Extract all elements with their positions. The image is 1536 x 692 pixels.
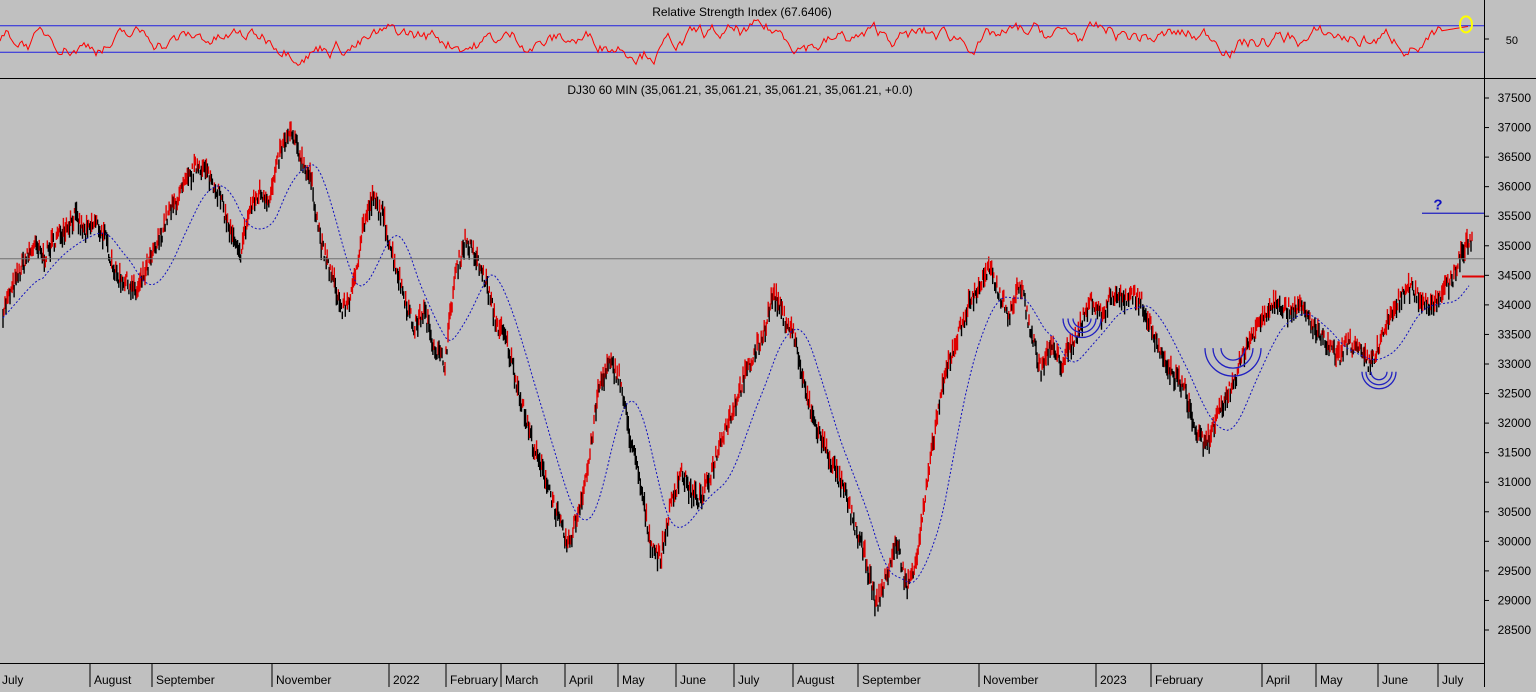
x-tick-label: 2023 <box>1100 673 1127 687</box>
x-tick-label: September <box>862 673 921 687</box>
y-tick-label: 36500 <box>1498 150 1532 164</box>
rsi-tick-label: 50 <box>1506 35 1518 47</box>
y-tick-label: 34500 <box>1498 268 1532 282</box>
y-tick-label: 36000 <box>1498 180 1532 194</box>
x-tick-label: February <box>450 673 498 687</box>
x-tick-label: May <box>622 673 645 687</box>
annotations <box>0 212 1484 390</box>
target-question-mark: ? <box>1433 196 1442 213</box>
x-tick-label: March <box>505 673 538 687</box>
x-tick-label: April <box>569 673 593 687</box>
rsi-title: Relative Strength Index (67.6406) <box>652 5 831 19</box>
x-tick-label: April <box>1266 673 1290 687</box>
y-tick-label: 28500 <box>1498 623 1532 637</box>
x-tick-label: November <box>276 673 331 687</box>
cup-arc-marker <box>1204 348 1262 377</box>
cup-arc-marker <box>1220 348 1246 361</box>
y-tick-label: 32000 <box>1498 416 1532 430</box>
cup-arc-marker <box>1072 318 1092 329</box>
y-tick-label: 37000 <box>1498 121 1532 135</box>
x-tick-label: July <box>1442 673 1463 687</box>
y-tick-label: 31500 <box>1498 446 1532 460</box>
y-tick-label: 32500 <box>1498 387 1532 401</box>
cup-arc-marker <box>1062 318 1102 339</box>
x-tick-label: May <box>1320 673 1343 687</box>
y-tick-label: 31000 <box>1498 475 1532 489</box>
x-tick-label: September <box>156 673 215 687</box>
y-tick-label: 30500 <box>1498 505 1532 519</box>
price-axis: 28500 29000 29500 30000 30500 31000 31500 32000… <box>1484 91 1531 637</box>
time-axis: July August September November 2022 February M… <box>2 664 1463 687</box>
x-tick-label: August <box>94 673 132 687</box>
x-tick-label: 2022 <box>393 673 420 687</box>
cup-arc-marker <box>1370 371 1388 381</box>
y-tick-label: 33500 <box>1498 327 1532 341</box>
y-tick-label: 29500 <box>1498 564 1532 578</box>
x-tick-label: November <box>983 673 1038 687</box>
x-tick-label: August <box>797 673 835 687</box>
cup-arc-marker <box>1365 371 1393 386</box>
x-tick-label: July <box>738 673 759 687</box>
cup-arc-marker <box>1067 318 1097 334</box>
cup-arc-marker <box>1361 371 1397 390</box>
x-tick-label: June <box>680 673 706 687</box>
y-tick-label: 35500 <box>1498 209 1532 223</box>
y-tick-label: 35000 <box>1498 239 1532 253</box>
cup-arc-marker <box>1212 348 1254 369</box>
y-tick-label: 30000 <box>1498 534 1532 548</box>
price-series <box>2 121 1473 617</box>
rsi-panel <box>0 15 1489 67</box>
y-tick-label: 29000 <box>1498 593 1532 607</box>
y-tick-label: 34000 <box>1498 298 1532 312</box>
y-tick-label: 33000 <box>1498 357 1532 371</box>
x-tick-label: February <box>1155 673 1203 687</box>
chart-title: DJ30 60 MIN (35,061.21, 35,061.21, 35,06… <box>567 83 912 97</box>
x-tick-label: July <box>2 673 23 687</box>
y-tick-label: 37500 <box>1498 91 1532 105</box>
rsi-highlight-circle <box>1459 15 1473 34</box>
rsi-line <box>0 19 1469 67</box>
x-tick-label: June <box>1382 673 1408 687</box>
moving-average-line <box>2 164 1470 584</box>
